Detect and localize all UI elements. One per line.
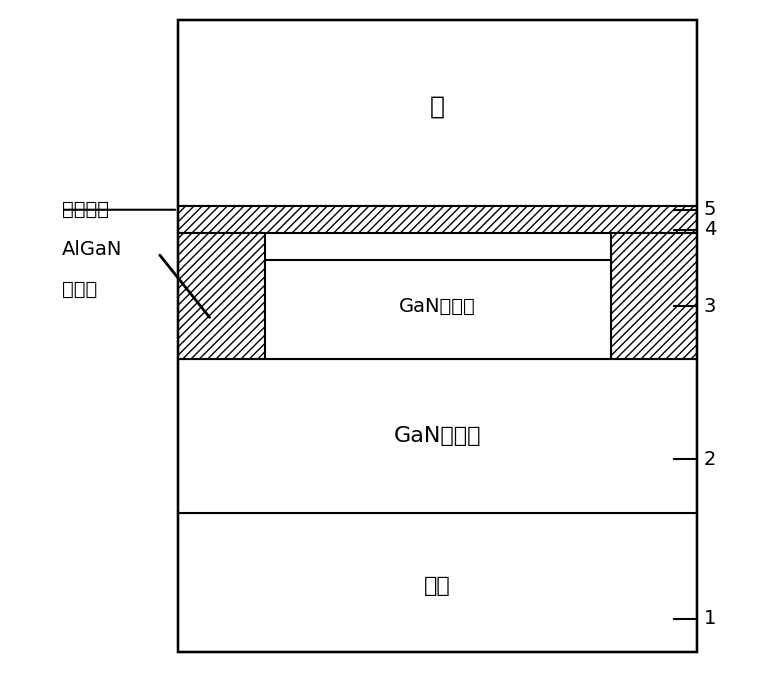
Text: 栅: 栅 xyxy=(430,94,445,119)
Text: 势垒层: 势垒层 xyxy=(62,280,97,299)
Bar xyxy=(178,513,697,653)
Text: 栅介质层: 栅介质层 xyxy=(62,200,109,219)
Text: GaN缓冲层: GaN缓冲层 xyxy=(394,426,482,446)
Text: 1: 1 xyxy=(704,610,716,629)
Text: 4: 4 xyxy=(704,220,716,239)
Text: 5: 5 xyxy=(704,200,716,219)
Bar xyxy=(178,20,697,206)
Bar xyxy=(178,359,697,513)
Text: GaN沟道层: GaN沟道层 xyxy=(399,297,476,316)
Text: AlGaN: AlGaN xyxy=(62,240,122,259)
Text: 衬底: 衬底 xyxy=(424,576,451,595)
Text: 3: 3 xyxy=(704,297,716,316)
Bar xyxy=(178,206,697,233)
Bar xyxy=(178,233,264,359)
Bar xyxy=(178,20,697,653)
Bar xyxy=(611,233,697,359)
Bar xyxy=(264,259,611,359)
Text: 2: 2 xyxy=(704,449,716,469)
